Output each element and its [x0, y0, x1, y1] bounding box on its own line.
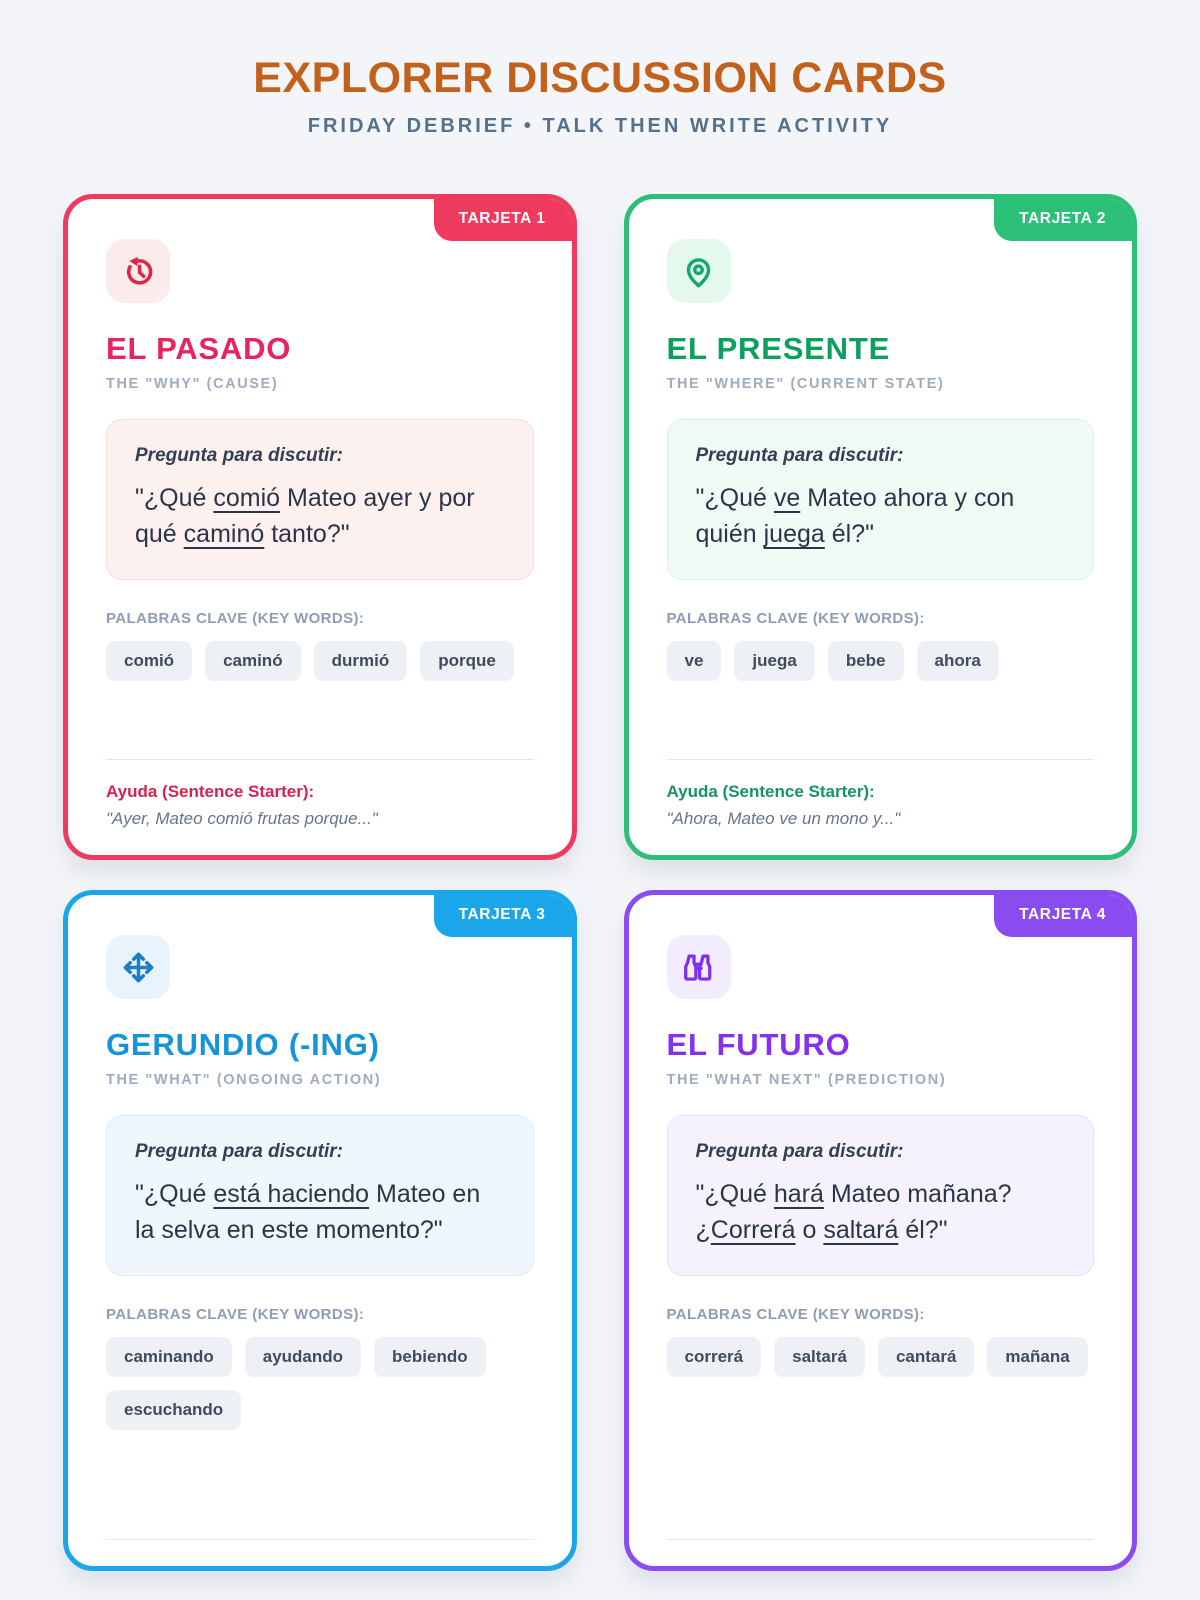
- card-subtitle: THE "WHY" (CAUSE): [106, 376, 279, 392]
- card-title: EL PRESENTE: [666, 331, 891, 366]
- card-title: EL PASADO: [106, 331, 292, 366]
- keyword-chip: caminando: [106, 1337, 232, 1377]
- card-title: GERUNDIO (-ING): [106, 1027, 380, 1062]
- divider: [666, 1539, 1094, 1540]
- question-label: Pregunta para discutir:: [135, 1141, 343, 1162]
- keyword-chips: correrá saltará cantará mañana: [666, 1337, 1095, 1377]
- keyword-chip: caminó: [205, 641, 301, 681]
- card-badge: TARJETA 1: [433, 199, 572, 241]
- question-text: "¿Qué hará Mateo mañana? ¿Correrá o salt…: [695, 1180, 1012, 1244]
- keyword-chip: escuchando: [106, 1390, 242, 1430]
- keyword-chip: ayudando: [244, 1337, 362, 1377]
- binoculars-icon: [666, 935, 731, 999]
- keyword-chips: ve juega bebe ahora: [666, 641, 1095, 681]
- keyword-chip: mañana: [987, 1337, 1088, 1377]
- keyword-chip: durmió: [313, 641, 408, 681]
- keywords-label: PALABRAS CLAVE (KEY WORDS):: [106, 610, 365, 627]
- question-box: Pregunta para discutir: "¿Qué está hacie…: [106, 1115, 534, 1276]
- keyword-chip: juega: [734, 641, 815, 681]
- history-icon: [106, 239, 170, 303]
- keyword-chip: bebe: [827, 641, 904, 681]
- card-el-presente: TARJETA 2 EL PRESENTE THE "WHERE" (CURRE…: [623, 194, 1137, 860]
- keyword-chip: cantará: [877, 1337, 975, 1377]
- question-label: Pregunta para discutir:: [695, 1141, 904, 1162]
- keyword-chip: correrá: [666, 1337, 762, 1377]
- question-label: Pregunta para discutir:: [695, 445, 904, 466]
- keywords-label: PALABRAS CLAVE (KEY WORDS):: [666, 610, 925, 627]
- cards-grid: TARJETA 1 EL PASADO THE "WHY" (CAUSE) Pr…: [63, 194, 1137, 1571]
- question-text: "¿Qué comió Mateo ayer y por qué caminó …: [135, 484, 475, 548]
- map-pin-icon: [666, 239, 731, 303]
- card-gerundio: TARJETA 3 GERUNDIO (-ING) THE "WHAT" (ON…: [63, 890, 577, 1571]
- card-badge: TARJETA 3: [433, 895, 572, 937]
- divider: [666, 759, 1094, 760]
- keyword-chip: ahora: [916, 641, 999, 681]
- card-footer: Ayuda (Sentence Starter): "Ayer, Mateo c…: [106, 759, 534, 829]
- keyword-chip: porque: [420, 641, 514, 681]
- keyword-chips: comió caminó durmió porque: [106, 641, 534, 681]
- question-text: "¿Qué ve Mateo ahora y con quién juega é…: [695, 484, 1015, 548]
- divider: [106, 759, 534, 760]
- question-box: Pregunta para discutir: "¿Qué ve Mateo a…: [666, 419, 1094, 580]
- keyword-chip: saltará: [774, 1337, 865, 1377]
- card-subtitle: THE "WHAT" (ONGOING ACTION): [106, 1072, 382, 1088]
- question-text: "¿Qué está haciendo Mateo en la selva en…: [135, 1180, 481, 1244]
- keyword-chip: bebiendo: [374, 1337, 486, 1377]
- sentence-starter-text: "Ayer, Mateo comió frutas porque...": [106, 809, 378, 828]
- card-el-futuro: TARJETA 4 EL FUTURO THE "WHAT NEXT" (PRE…: [623, 890, 1137, 1571]
- page-title: EXPLORER DISCUSSION CARDS: [253, 54, 947, 102]
- card-title: EL FUTURO: [666, 1027, 851, 1062]
- keywords-label: PALABRAS CLAVE (KEY WORDS):: [106, 1306, 365, 1323]
- card-footer: [106, 1539, 534, 1540]
- card-footer: [666, 1539, 1094, 1540]
- card-badge: TARJETA 2: [994, 199, 1132, 241]
- card-el-pasado: TARJETA 1 EL PASADO THE "WHY" (CAUSE) Pr…: [63, 194, 577, 860]
- card-footer: Ayuda (Sentence Starter): "Ahora, Mateo …: [666, 759, 1094, 829]
- sentence-starter-label: Ayuda (Sentence Starter):: [106, 782, 315, 801]
- sentence-starter-text: "Ahora, Mateo ve un mono y...": [666, 809, 901, 828]
- keyword-chip: comió: [106, 641, 193, 681]
- move-arrows-icon: [106, 935, 170, 999]
- card-badge: TARJETA 4: [994, 895, 1132, 937]
- question-box: Pregunta para discutir: "¿Qué hará Mateo…: [666, 1115, 1094, 1276]
- question-label: Pregunta para discutir:: [135, 445, 343, 466]
- card-subtitle: THE "WHERE" (CURRENT STATE): [666, 376, 945, 392]
- page-subtitle: FRIDAY DEBRIEF • TALK THEN WRITE ACTIVIT…: [307, 115, 893, 137]
- question-box: Pregunta para discutir: "¿Qué comió Mate…: [106, 419, 534, 580]
- keyword-chips: caminando ayudando bebiendo escuchando: [106, 1337, 534, 1430]
- keyword-chip: ve: [666, 641, 722, 681]
- keywords-label: PALABRAS CLAVE (KEY WORDS):: [666, 1306, 925, 1323]
- sentence-starter-label: Ayuda (Sentence Starter):: [666, 782, 875, 801]
- card-subtitle: THE "WHAT NEXT" (PREDICTION): [666, 1072, 947, 1088]
- divider: [106, 1539, 534, 1540]
